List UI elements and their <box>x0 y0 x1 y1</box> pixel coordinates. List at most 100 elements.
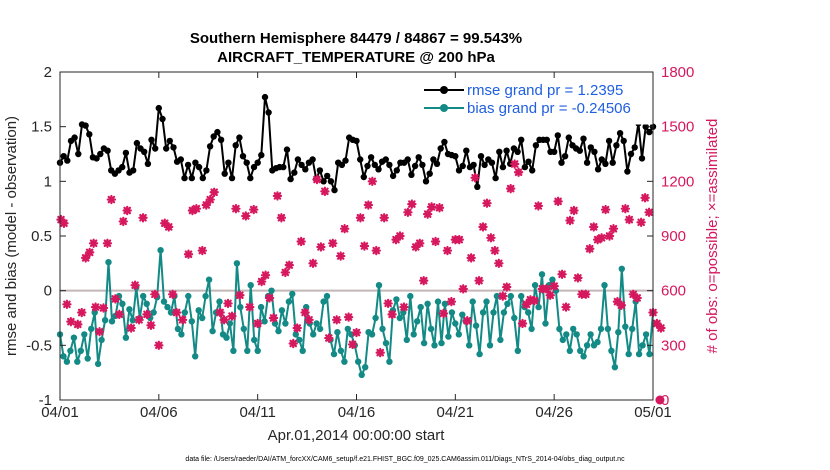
rmse-point <box>188 174 195 182</box>
obs-assimilated-point <box>442 245 453 256</box>
obs-assimilated-point <box>235 290 245 300</box>
bias-point <box>105 259 112 266</box>
obs-assimilated-point <box>604 231 615 241</box>
bias-point <box>622 323 629 330</box>
bias-point <box>355 358 362 365</box>
obs-assimilated-point <box>430 236 441 247</box>
rmse-point <box>104 147 111 154</box>
rmse-point <box>250 163 258 171</box>
rmse-point <box>613 142 620 149</box>
obs-assimilated-point <box>209 187 219 197</box>
obs-assimilated-point <box>426 202 437 212</box>
rmse-point <box>521 163 529 171</box>
bias-point <box>556 325 563 333</box>
obs-possible-series <box>655 395 665 405</box>
obs-assimilated-point <box>438 308 449 319</box>
obs-assimilated-point <box>632 293 642 303</box>
obs-assimilated-point <box>59 218 69 228</box>
obs-assimilated-point <box>191 203 202 214</box>
obs-assimilated-point <box>268 313 279 323</box>
bias-point <box>310 331 317 338</box>
bias-point <box>181 309 188 316</box>
y-left-tick-label: 1.5 <box>31 119 52 136</box>
obs-assimilated-point <box>581 289 591 300</box>
rmse-point <box>496 148 503 155</box>
obs-assimilated-point <box>454 234 464 245</box>
bias-point <box>396 314 403 322</box>
obs-assimilated-point <box>150 289 160 300</box>
obs-assimilated-point <box>458 284 468 294</box>
bias-point <box>143 300 150 307</box>
rmse-point <box>243 159 250 166</box>
rmse-point <box>217 136 225 143</box>
bias-point <box>202 292 209 300</box>
obs-assimilated-point <box>328 238 338 248</box>
obs-assimilated-point <box>608 224 619 234</box>
bias-point <box>504 300 511 307</box>
bias-point <box>403 336 410 344</box>
bias-point <box>119 300 126 307</box>
rmse-point <box>254 159 261 166</box>
bias-point <box>490 309 497 316</box>
bias-point <box>74 358 81 365</box>
obs-assimilated-point <box>94 326 105 337</box>
bias-point <box>445 333 452 340</box>
bias-point <box>531 282 539 289</box>
bias-point <box>140 292 147 300</box>
obs-assimilated-point <box>474 275 484 286</box>
rmse-point <box>239 153 247 160</box>
bias-point <box>410 331 417 338</box>
bias-point <box>563 331 570 338</box>
rmse-point <box>371 161 378 169</box>
bias-point <box>452 320 459 327</box>
obs-assimilated-point <box>77 307 87 318</box>
data-file-footer: data file: /Users/raeder/DAI/ATM_forcXX/… <box>185 456 625 463</box>
obs-assimilated-point <box>379 213 389 223</box>
rmse-point <box>261 93 269 101</box>
bias-point <box>313 320 320 327</box>
rmse-point <box>419 161 426 169</box>
rmse-point <box>155 104 162 112</box>
chart-title-line2: AIRCRAFT_TEMPERATURE @ 200 hPa <box>217 49 495 66</box>
obs-assimilated-point <box>114 309 124 320</box>
bias-point <box>268 287 275 294</box>
bias-point <box>157 247 164 254</box>
obs-assimilated-point <box>521 299 532 310</box>
bias-point <box>199 314 206 322</box>
rmse-point <box>587 144 594 151</box>
bias-point <box>441 300 449 307</box>
rmse-point <box>327 178 335 185</box>
rmse-point <box>163 145 170 152</box>
rmse-point <box>488 159 496 166</box>
bias-point <box>188 318 195 325</box>
x-tick-label: 04/01 <box>41 404 79 421</box>
y-left-tick-label: -1 <box>39 392 52 409</box>
obs-assimilated-point <box>130 280 140 290</box>
bias-point <box>459 311 466 318</box>
obs-assimilated-point <box>146 320 156 330</box>
obs-assimilated-point <box>585 244 595 254</box>
rmse-point <box>71 134 78 141</box>
bias-point <box>205 276 213 283</box>
bias-point <box>296 336 303 344</box>
obs-assimilated-point <box>138 213 148 223</box>
rmse-point <box>236 134 243 141</box>
obs-assimilated-point <box>160 218 170 228</box>
bias-point <box>427 325 435 333</box>
rmse-point <box>122 149 130 157</box>
bias-point <box>424 300 431 307</box>
bias-point <box>573 331 580 338</box>
rmse-point <box>499 163 507 171</box>
rmse-point <box>159 115 166 123</box>
obs-assimilated-point <box>367 176 378 187</box>
bias-point <box>240 325 247 333</box>
legend-rmse-label: rmse grand pr = 1.2395 <box>467 82 623 99</box>
obs-assimilated-point <box>339 224 350 234</box>
bias-point <box>486 342 494 349</box>
bias-point <box>635 350 643 358</box>
rmse-point <box>591 148 598 155</box>
rmse-point <box>430 156 437 163</box>
bias-point <box>393 296 400 303</box>
bias-point <box>251 336 258 344</box>
bias-point <box>209 327 216 335</box>
